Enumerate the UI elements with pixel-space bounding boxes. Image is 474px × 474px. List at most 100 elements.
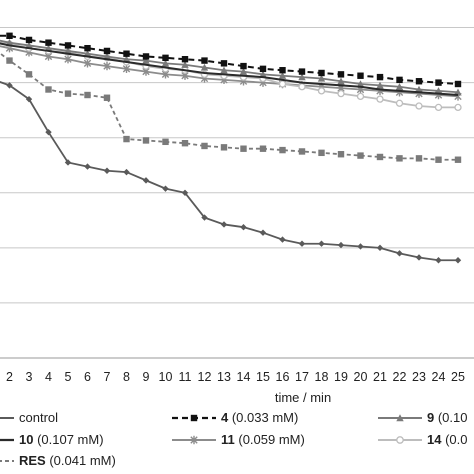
data-point (396, 76, 403, 84)
data-point (454, 257, 462, 264)
data-point (337, 71, 345, 78)
x-tick-label: 23 (412, 370, 426, 384)
data-point (259, 65, 267, 73)
legend-item-9: 9 (0.10 (378, 410, 467, 425)
data-point (142, 53, 150, 60)
data-point (279, 236, 286, 243)
data-point (454, 103, 462, 112)
plot-area (0, 32, 462, 264)
data-point (357, 72, 364, 79)
data-point (395, 99, 404, 107)
x-tick-label: 12 (198, 370, 212, 384)
x-tick-label: 2 (6, 370, 13, 384)
data-point (356, 92, 365, 101)
legend-label: 14 (0.0 (427, 432, 467, 447)
x-tick-label: 21 (373, 370, 387, 384)
data-point (376, 153, 384, 161)
data-point (454, 80, 462, 88)
x-tick-label: 5 (65, 370, 72, 384)
data-point (376, 81, 384, 89)
data-point (103, 47, 111, 55)
data-point (337, 77, 345, 85)
data-point (259, 145, 267, 152)
data-point (376, 73, 384, 81)
data-point (201, 57, 208, 64)
data-point (45, 86, 52, 93)
data-point (64, 90, 72, 97)
data-point (415, 155, 423, 162)
data-point (181, 189, 189, 196)
data-point (278, 80, 287, 88)
data-point (103, 167, 111, 174)
data-point (6, 57, 13, 64)
data-point (240, 62, 247, 70)
data-point (64, 42, 72, 49)
legend-item-4: 4 (0.033 mM) (172, 410, 298, 425)
data-point (162, 138, 169, 146)
data-point (298, 73, 306, 81)
data-point (415, 78, 423, 85)
data-point (181, 140, 189, 147)
data-point (6, 82, 13, 89)
legend-label: 4 (0.033 mM) (221, 410, 298, 425)
data-point (357, 152, 364, 159)
data-point (317, 87, 326, 95)
data-point (337, 151, 345, 158)
legend-label: control (19, 410, 58, 425)
data-point (123, 50, 130, 57)
data-point (201, 142, 208, 150)
x-tick-label: 6 (84, 370, 91, 384)
data-point (220, 66, 228, 74)
x-tick-label: 7 (104, 370, 111, 384)
data-point (84, 163, 91, 170)
x-tick-label: 14 (237, 370, 251, 384)
data-point (220, 60, 228, 67)
data-point (357, 243, 364, 250)
data-point (376, 95, 384, 103)
data-point (162, 185, 169, 192)
data-point (239, 67, 248, 75)
data-point (162, 54, 169, 62)
data-point (122, 64, 131, 74)
data-point (201, 214, 208, 221)
data-point (200, 63, 209, 71)
data-point (123, 168, 130, 176)
series-line (0, 81, 458, 262)
data-point (103, 94, 111, 101)
series-4 (0, 32, 462, 88)
data-point (318, 149, 325, 157)
data-point (190, 414, 198, 422)
data-point (83, 50, 92, 57)
data-point (240, 145, 247, 152)
data-point (181, 61, 189, 68)
data-point (395, 83, 404, 90)
data-point (103, 52, 111, 60)
data-point (279, 146, 286, 154)
data-point (6, 32, 13, 39)
x-tick-label: 9 (143, 370, 150, 384)
data-point (84, 91, 91, 99)
data-point (45, 39, 52, 46)
data-point (435, 156, 442, 163)
data-point (318, 69, 325, 77)
legend: control 4 (0.033 mM) 9 (0.10 10 (0.107 mM) 1… (0, 410, 467, 468)
legend-item-10: 10 (0.107 mM) (0, 432, 104, 447)
data-point (142, 137, 150, 144)
data-point (298, 68, 306, 75)
x-tick-label: 4 (45, 370, 52, 384)
data-point (279, 67, 286, 74)
data-point (220, 221, 228, 228)
legend-label: RES (0.041 mM) (19, 453, 116, 468)
data-point (396, 436, 404, 444)
x-tick-label: 13 (217, 370, 231, 384)
data-point (103, 61, 111, 71)
data-point (337, 241, 345, 249)
legend-item-res: RES (0.041 mM) (0, 453, 116, 468)
data-point (337, 89, 345, 98)
data-point (298, 83, 306, 91)
legend-item-14: 14 (0.0 (378, 432, 467, 447)
data-point (25, 36, 33, 44)
legend-label: 10 (0.107 mM) (19, 432, 104, 447)
data-point (434, 103, 443, 112)
